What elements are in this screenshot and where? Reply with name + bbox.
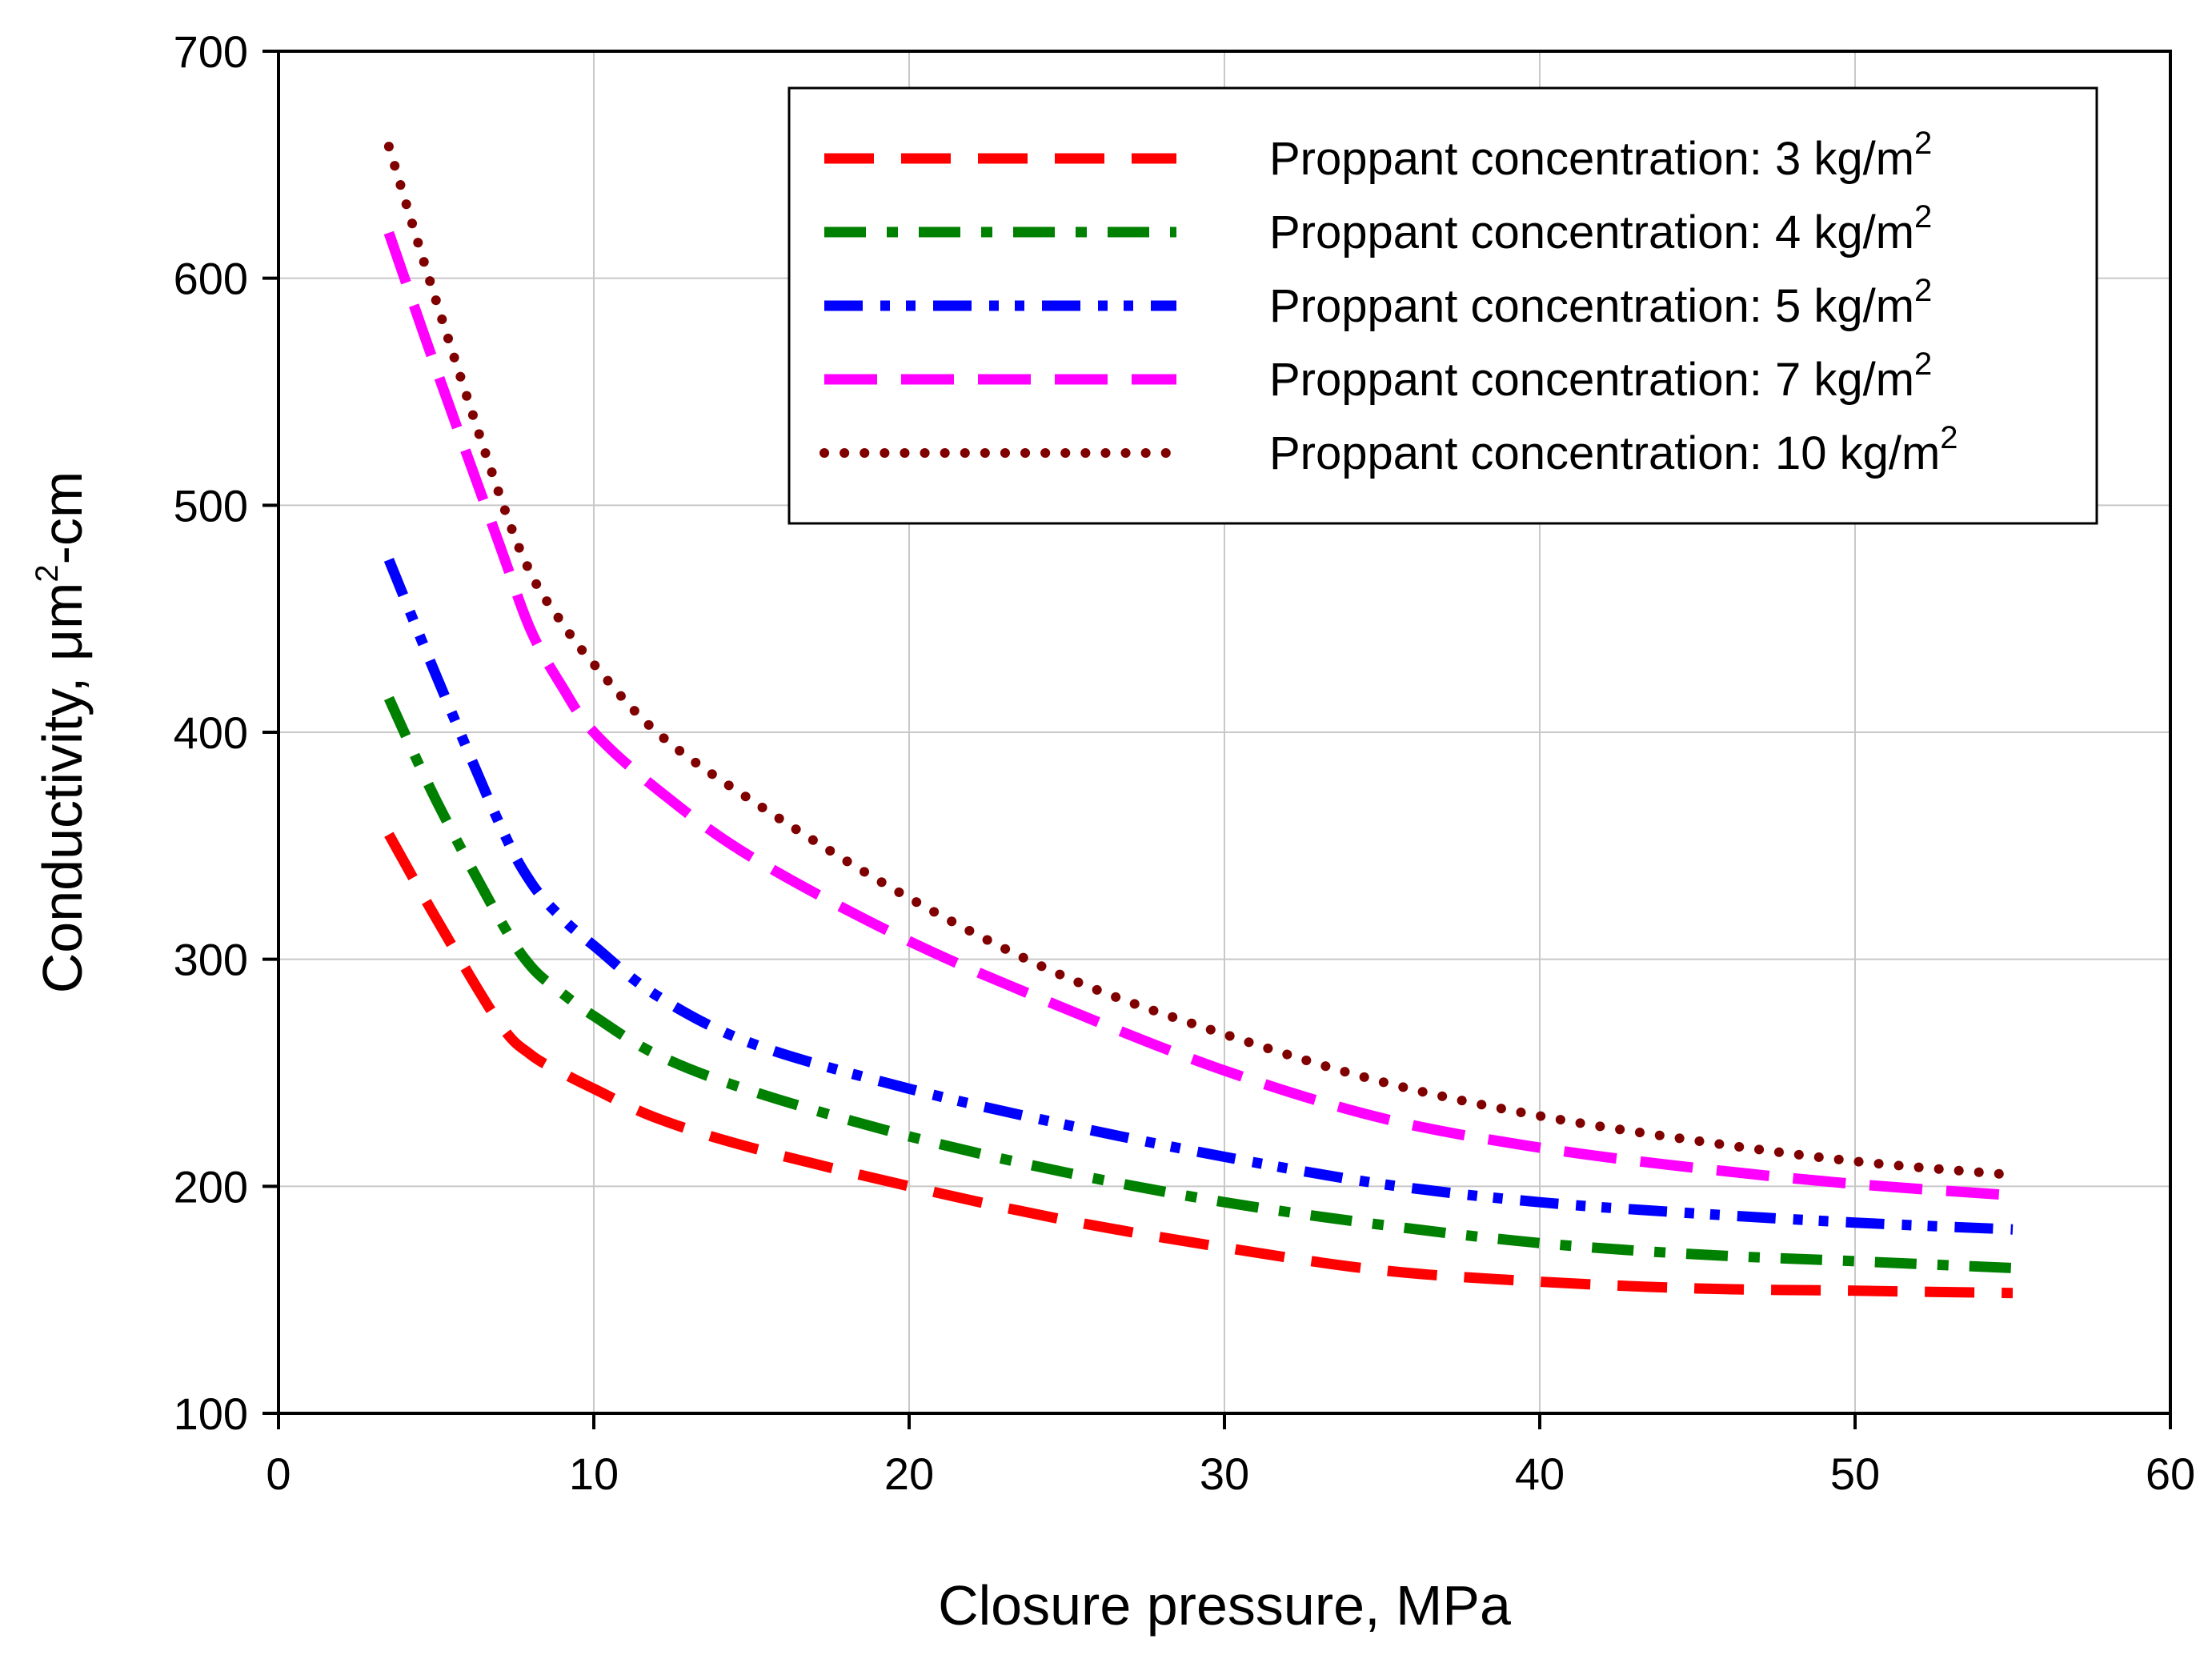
legend-label-sup: 2	[1914, 126, 1932, 161]
x-tick-label: 50	[1830, 1449, 1880, 1499]
y-axis-title-sup: 2	[30, 564, 65, 582]
series-line-5	[383, 142, 2018, 1180]
x-tick-label: 10	[569, 1449, 619, 1499]
series-line-4	[383, 230, 2014, 1201]
y-tick-label: 300	[174, 935, 248, 985]
legend-label-main: Proppant concentration: 10 kg/m	[1269, 427, 1940, 479]
x-tick-labels: 0 10 20 30 40 50 60	[266, 1449, 2195, 1499]
axis-ticks	[262, 50, 2172, 1429]
y-axis-title-main: Conductivity, μm	[31, 583, 94, 994]
x-tick-label: 40	[1515, 1449, 1565, 1499]
x-tick-label: 60	[2146, 1449, 2195, 1499]
legend-label-1: Proppant concentration: 3 kg/m2	[1269, 126, 1932, 185]
legend: Proppant concentration: 3 kg/m2Proppant …	[787, 86, 2098, 525]
legend-label-sup: 2	[1914, 199, 1932, 234]
legend-label-main: Proppant concentration: 4 kg/m	[1269, 206, 1914, 258]
y-tick-label: 700	[174, 26, 248, 77]
legend-label-5: Proppant concentration: 10 kg/m2	[1269, 420, 1958, 479]
x-tick-label: 30	[1200, 1449, 1249, 1499]
x-tick-label: 0	[266, 1449, 291, 1499]
series-lines	[383, 142, 2018, 1299]
y-axis-title: Conductivity, μm2-cm	[30, 471, 94, 994]
y-tick-label: 400	[174, 707, 248, 758]
legend-label-sup: 2	[1914, 347, 1932, 382]
series-line-2	[384, 695, 2014, 1273]
x-tick-label: 20	[884, 1449, 934, 1499]
y-tick-label: 100	[174, 1389, 248, 1439]
legend-label-sup: 2	[1914, 273, 1932, 308]
legend-label-3: Proppant concentration: 5 kg/m2	[1269, 273, 1932, 332]
legend-label-main: Proppant concentration: 3 kg/m	[1269, 133, 1914, 185]
y-tick-labels: 100 200 300 400 500 600 700	[174, 26, 248, 1439]
legend-label-main: Proppant concentration: 5 kg/m	[1269, 280, 1914, 332]
legend-label-4: Proppant concentration: 7 kg/m2	[1269, 347, 1932, 406]
x-axis-title: Closure pressure, MPa	[938, 1574, 1511, 1637]
y-axis-title-tail: -cm	[31, 471, 94, 565]
legend-label-2: Proppant concentration: 4 kg/m2	[1269, 199, 1932, 258]
legend-items: Proppant concentration: 3 kg/m2Proppant …	[819, 126, 1958, 479]
series-line-1	[384, 832, 2014, 1299]
legend-label-main: Proppant concentration: 7 kg/m	[1269, 354, 1914, 406]
y-tick-label: 500	[174, 480, 248, 531]
y-tick-label: 200	[174, 1161, 248, 1212]
y-tick-label: 600	[174, 254, 248, 304]
legend-label-sup: 2	[1940, 420, 1958, 455]
